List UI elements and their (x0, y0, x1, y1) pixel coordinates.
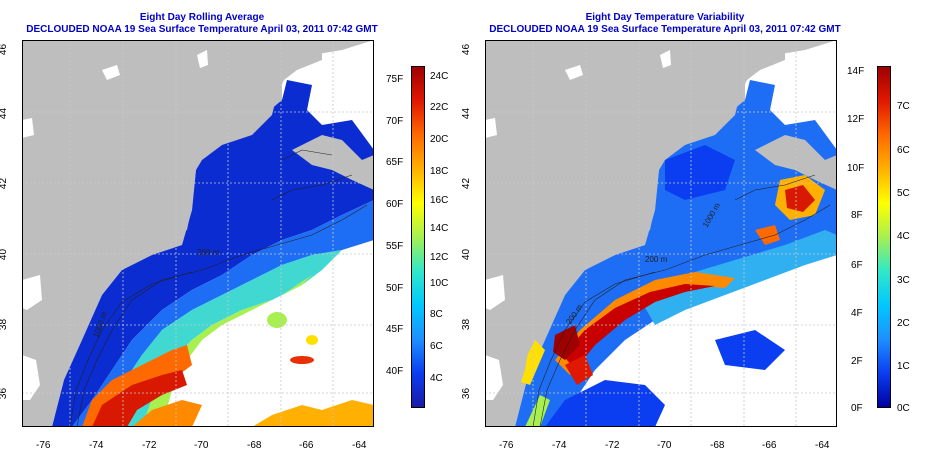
cb-c-label: 4C (897, 231, 910, 242)
right-xtick: -70 (657, 440, 672, 451)
right-xtick: -72 (605, 440, 620, 451)
left-xtick: -72 (142, 440, 157, 451)
cb-c-label: 10C (430, 278, 449, 289)
cb-c-label: 24C (430, 71, 449, 82)
right-xtick: -74 (552, 440, 567, 451)
right-xtick: -68 (710, 440, 725, 451)
cb-c-label: 2C (897, 318, 910, 329)
cb-f-label: 45F (386, 324, 404, 335)
right-ytick: 38 (461, 318, 473, 331)
left-ytick: 44 (0, 107, 10, 120)
right-colorbar (877, 66, 891, 408)
cb-c-label: 8C (430, 309, 443, 320)
cb-f-label: 65F (386, 157, 404, 168)
cb-c-label: 16C (430, 195, 449, 206)
cb-c-label: 5C (897, 188, 910, 199)
cb-f-label: 40F (386, 366, 404, 377)
left-xtick: -74 (89, 440, 104, 451)
cb-c-label: 12C (430, 252, 449, 263)
cb-c-label: 3C (897, 275, 910, 286)
cb-f-label: 55F (386, 241, 404, 252)
right-ytick: 40 (461, 248, 473, 261)
cb-c-label: 6C (430, 341, 443, 352)
left-xtick: -64 (352, 440, 367, 451)
right-xtick: -66 (762, 440, 777, 451)
left-title: Eight Day Rolling Average (139, 12, 265, 23)
cb-c-label: 14C (430, 223, 449, 234)
cb-f-label: 70F (386, 116, 404, 127)
cb-c-label: 22C (430, 102, 449, 113)
right-contour-label-0: 200 m (645, 255, 668, 264)
cb-c-label: 6C (897, 145, 910, 156)
cb-f-label: 4F (851, 308, 863, 319)
right-ytick: 36 (461, 387, 473, 400)
right-xtick: -64 (815, 440, 830, 451)
left-ytick: 42 (0, 177, 10, 190)
left-xtick: -68 (247, 440, 262, 451)
cb-f-label: 14F (847, 66, 865, 77)
cb-c-label: 18C (430, 166, 449, 177)
cb-f-label: 60F (386, 199, 404, 210)
right-xtick: -76 (499, 440, 514, 451)
cb-c-label: 4C (430, 373, 443, 384)
cb-c-label: 7C (897, 101, 910, 112)
cb-f-label: 10F (847, 163, 865, 174)
cb-f-label: 75F (386, 74, 404, 85)
left-ytick: 36 (0, 387, 10, 400)
cb-f-label: 8F (851, 210, 863, 221)
left-xtick: -66 (299, 440, 314, 451)
right-title: Eight Day Temperature Variability (585, 12, 745, 23)
left-xtick: -76 (36, 440, 51, 451)
left-subtitle: DECLOUDED NOAA 19 Sea Surface Temperatur… (26, 24, 378, 35)
right-ytick: 44 (461, 107, 473, 120)
cb-c-label: 1C (897, 361, 910, 372)
right-ytick: 46 (461, 43, 473, 56)
right-subtitle: DECLOUDED NOAA 19 Sea Surface Temperatur… (489, 24, 841, 35)
cb-f-label: 50F (386, 283, 404, 294)
cb-c-label: 20C (430, 134, 449, 145)
left-sst-map: 1000 m 200 m (22, 40, 374, 427)
cb-f-label: 2F (851, 356, 863, 367)
cb-f-label: 12F (847, 114, 865, 125)
left-xtick: -70 (194, 440, 209, 451)
left-colorbar (411, 66, 425, 408)
left-ytick: 40 (0, 248, 10, 261)
left-ytick: 46 (0, 43, 10, 56)
right-ytick: 42 (461, 177, 473, 190)
left-ytick: 38 (0, 318, 10, 331)
right-variability-map: 200 m 1000 m 200 m (485, 40, 837, 427)
cb-f-label: 6F (851, 260, 863, 271)
cb-c-label: 0C (897, 403, 910, 414)
left-contour-label-0: 200 m (197, 248, 220, 257)
cb-f-label: 0F (851, 403, 863, 414)
